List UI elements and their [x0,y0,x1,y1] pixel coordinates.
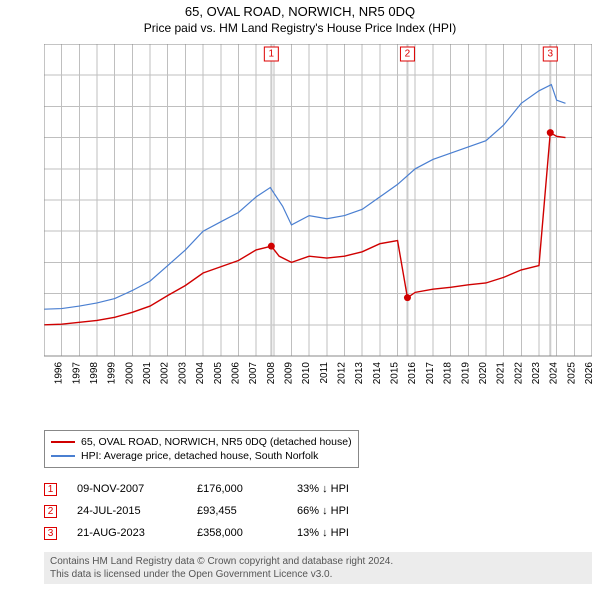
x-tick-label: 2011 [319,362,330,384]
x-tick-label: 2002 [160,362,171,384]
event-marker-3: 3 [44,527,57,540]
series-hpi [44,85,565,310]
event-price: £176,000 [197,483,277,495]
x-tick-label: 2026 [584,362,592,384]
x-tick-label: 1996 [54,362,65,384]
series-property [44,133,565,325]
price-chart: £0£50K£100K£150K£200K£250K£300K£350K£400… [44,44,592,384]
svg-text:1: 1 [269,49,275,60]
event-marker-1: 1 [44,483,57,496]
x-tick-label: 2004 [195,362,206,384]
x-tick-label: 2014 [372,362,383,384]
sale-events-table: 1 09-NOV-2007 £176,000 33% ↓ HPI 2 24-JUL-201… [44,478,584,544]
x-tick-label: 2003 [177,362,188,384]
event-row: 1 09-NOV-2007 £176,000 33% ↓ HPI [44,478,584,500]
x-tick-label: 2017 [425,362,436,384]
x-tick-label: 2020 [478,362,489,384]
x-tick-label: 2007 [248,362,259,384]
legend-label: HPI: Average price, detached house, Sout… [81,449,318,463]
copyright-footer: Contains HM Land Registry data © Crown c… [44,552,592,584]
x-tick-label: 2010 [301,362,312,384]
svg-text:2: 2 [405,49,411,60]
x-tick-label: 1997 [71,362,82,384]
sale-point-2 [404,294,411,301]
x-tick-label: 2023 [531,362,542,384]
x-tick-label: 2000 [124,362,135,384]
page-subtitle: Price paid vs. HM Land Registry's House … [0,19,600,41]
sale-point-1 [268,243,275,250]
x-tick-label: 2006 [230,362,241,384]
legend-swatch [51,455,75,457]
event-diff: 66% ↓ HPI [297,505,397,517]
x-tick-label: 1999 [107,362,118,384]
x-tick-label: 2005 [213,362,224,384]
page-title: 65, OVAL ROAD, NORWICH, NR5 0DQ [0,0,600,19]
x-tick-label: 2012 [337,362,348,384]
event-date: 09-NOV-2007 [77,483,177,495]
event-price: £358,000 [197,527,277,539]
footer-line-2: This data is licensed under the Open Gov… [50,568,586,581]
legend-item: HPI: Average price, detached house, Sout… [51,449,352,463]
chart-legend: 65, OVAL ROAD, NORWICH, NR5 0DQ (detache… [44,430,584,468]
x-tick-label: 2001 [142,362,153,384]
event-diff: 33% ↓ HPI [297,483,397,495]
svg-text:3: 3 [548,49,554,60]
x-tick-label: 2016 [407,362,418,384]
sale-point-3 [547,129,554,136]
x-tick-label: 2018 [443,362,454,384]
x-tick-label: 1998 [89,362,100,384]
event-row: 2 24-JUL-2015 £93,455 66% ↓ HPI [44,500,584,522]
event-date: 21-AUG-2023 [77,527,177,539]
x-tick-label: 2008 [266,362,277,384]
event-diff: 13% ↓ HPI [297,527,397,539]
legend-swatch [51,441,75,443]
legend-item: 65, OVAL ROAD, NORWICH, NR5 0DQ (detache… [51,435,352,449]
footer-line-1: Contains HM Land Registry data © Crown c… [50,555,586,568]
x-tick-label: 2009 [283,362,294,384]
x-tick-label: 2013 [354,362,365,384]
event-date: 24-JUL-2015 [77,505,177,517]
x-tick-label: 2025 [566,362,577,384]
event-row: 3 21-AUG-2023 £358,000 13% ↓ HPI [44,522,584,544]
x-tick-label: 2019 [460,362,471,384]
x-tick-label: 2024 [549,362,560,384]
x-tick-label: 2015 [390,362,401,384]
x-tick-label: 1995 [44,362,47,384]
event-price: £93,455 [197,505,277,517]
legend-label: 65, OVAL ROAD, NORWICH, NR5 0DQ (detache… [81,435,352,449]
x-tick-label: 2022 [513,362,524,384]
event-marker-2: 2 [44,505,57,518]
x-tick-label: 2021 [496,362,507,384]
